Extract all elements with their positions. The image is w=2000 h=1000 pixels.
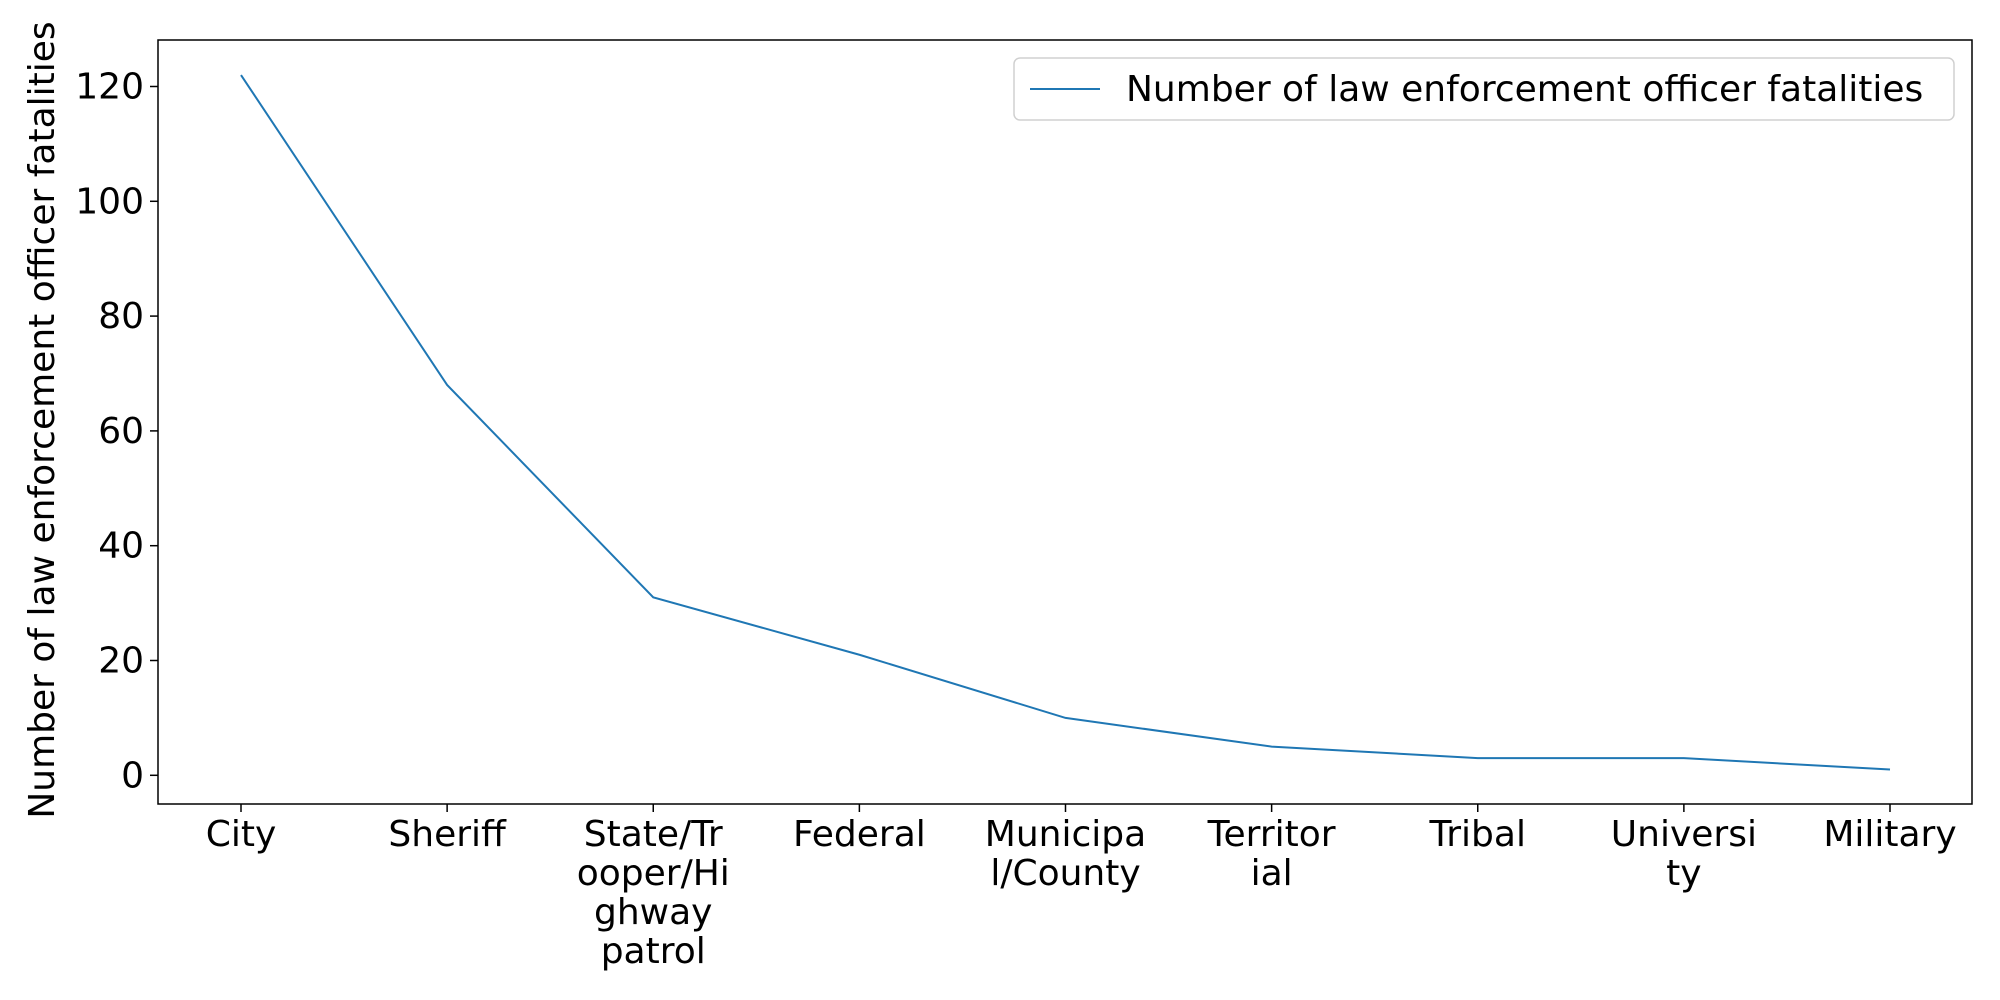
x-tick-label-line: Territor [1207,814,1336,855]
x-tick-label: Military [1823,814,1956,855]
y-tick-label: 80 [98,296,144,337]
plot-frame [157,39,1973,805]
x-tick-label-line: Municipa [985,814,1146,855]
x-tick-label-line: Federal [793,814,926,855]
x-tick-label-line: City [206,814,277,855]
legend-box [1013,57,1955,121]
x-tick-label: City [206,814,277,855]
y-axis-label: Number of law enforcement officer fatali… [22,21,63,818]
x-tick-label-line: Tribal [1429,814,1526,855]
x-tick-label-line: Military [1823,814,1956,855]
series-line [240,74,1891,771]
y-tick-label: 60 [98,411,144,452]
x-tick-label-line: ooper/Hi [577,853,730,894]
x-tick-label: Sheriff [388,814,507,855]
x-tick-label-line: ghway [594,892,712,933]
x-tick-label: Tribal [1429,814,1526,855]
x-tick-label-line: State/Tr [584,814,723,855]
x-tick-label-line: ial [1251,853,1293,894]
x-tick-label-line: patrol [601,931,706,972]
y-tick-label: 0 [121,755,144,796]
legend-label: Number of law enforcement officer fatali… [1126,69,1923,110]
x-tick-label-line: Universi [1611,814,1757,855]
y-tick-label: 100 [75,181,144,222]
x-tick-label-line: ty [1666,853,1701,894]
x-tick-label: Territor ial [1207,814,1336,894]
plot-area: 0 20 40 60 80 100 120 City Sheriff State/Tr ooper/… [75,39,1973,972]
y-tick-label: 120 [75,66,144,107]
y-tick-label: 20 [98,640,144,681]
y-tick-label: 40 [98,526,144,567]
x-tick-label: State/Tr ooper/Hi ghway patrol [577,814,730,972]
x-tick-label: Municipa l/County [985,814,1146,894]
x-tick-label-line: l/County [990,853,1140,894]
x-tick-label-line: Sheriff [388,814,507,855]
x-tick-label: Universi ty [1611,814,1757,894]
x-tick-label: Federal [793,814,926,855]
legend: Number of law enforcement officer fatali… [1013,57,1955,121]
